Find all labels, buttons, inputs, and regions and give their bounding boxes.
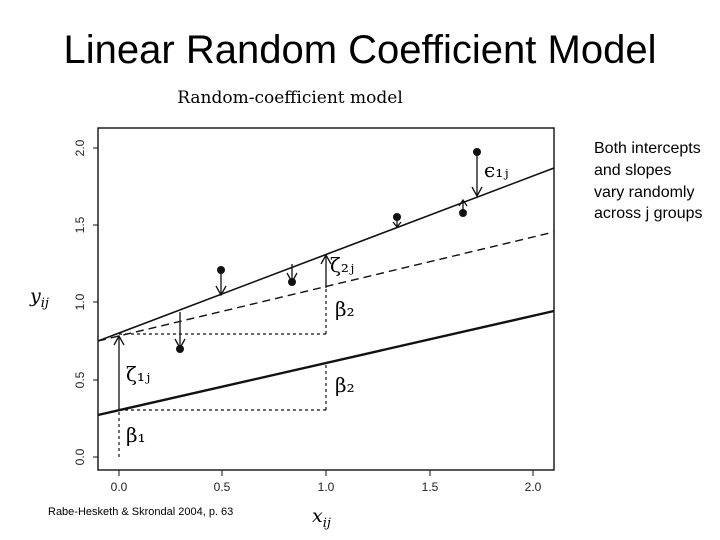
x-tick-label: 0.0 — [111, 480, 128, 494]
x-axis — [118, 470, 534, 476]
zeta1j-label: ζ₁ⱼ — [126, 362, 150, 386]
beta2-label-lower: β₂ — [335, 373, 355, 397]
eps1j-label: ϵ₁ⱼ — [484, 158, 509, 182]
data-point — [459, 209, 467, 217]
y-tick-label: 1.0 — [73, 293, 87, 310]
y-axis — [93, 147, 98, 458]
data-point — [217, 266, 225, 274]
slide-title: Linear Random Coefficient Model — [63, 28, 657, 72]
data-point — [288, 278, 296, 286]
data-point — [473, 148, 481, 156]
y-axis-label: yij — [29, 285, 49, 311]
x-tick-label: 1.5 — [422, 480, 439, 494]
data-point — [393, 213, 401, 221]
y-tick-label: 2.0 — [73, 139, 87, 156]
x-tick-label: 1.0 — [318, 480, 335, 494]
y-tick-label: 1.5 — [73, 216, 87, 233]
y-tick-label: 0.5 — [73, 371, 87, 388]
random-effect-arrows — [113, 253, 332, 410]
zeta2j-label: ζ₂ⱼ — [330, 253, 354, 277]
beta2-label-upper: β₂ — [335, 297, 355, 321]
x-tick-label: 2.0 — [525, 480, 542, 494]
beta1-label: β₁ — [126, 423, 146, 447]
x-axis-label: xij — [312, 505, 331, 531]
y-tick-label: 0.0 — [73, 448, 87, 465]
population-line — [97, 309, 555, 417]
figure-title: Random-coefficient model — [177, 88, 403, 108]
data-points — [176, 148, 481, 353]
data-point — [176, 345, 184, 353]
x-tick-labels: 0.0 0.5 1.0 1.5 2.0 — [111, 480, 542, 494]
citation: Rabe-Hesketh & Skrondal 2004, p. 63 — [48, 506, 234, 518]
x-tick-label: 0.5 — [214, 480, 231, 494]
residuals — [174, 152, 483, 350]
construction-lines — [118, 288, 327, 460]
side-note: Both intercepts and slopes vary randomly… — [594, 140, 703, 223]
y-tick-labels: 2.0 1.5 1.0 0.5 0.0 — [73, 139, 87, 465]
